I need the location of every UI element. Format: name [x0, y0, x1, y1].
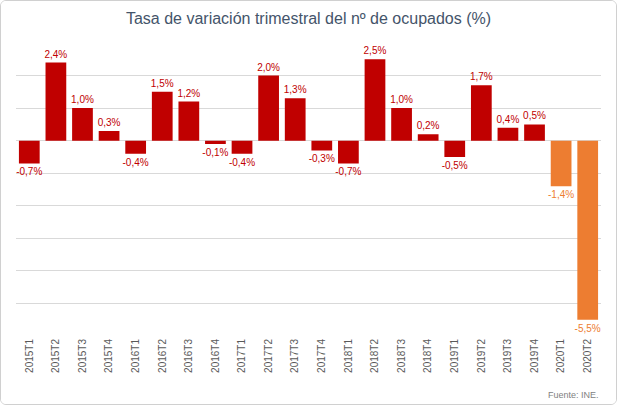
svg-text:2015T4: 2015T4: [103, 339, 114, 373]
svg-text:0,2%: 0,2%: [417, 120, 440, 131]
svg-text:1,0%: 1,0%: [71, 94, 94, 105]
svg-text:2019T4: 2019T4: [529, 339, 540, 373]
svg-text:2,4%: 2,4%: [44, 49, 67, 60]
svg-text:-0,7%: -0,7%: [335, 166, 361, 177]
svg-text:2019T2: 2019T2: [476, 339, 487, 373]
svg-text:2018T3: 2018T3: [396, 339, 407, 373]
svg-text:1,0%: 1,0%: [390, 94, 413, 105]
svg-text:1,2%: 1,2%: [177, 88, 200, 99]
svg-text:2017T1: 2017T1: [236, 339, 247, 373]
svg-text:1,5%: 1,5%: [151, 78, 174, 89]
svg-text:2018T4: 2018T4: [422, 339, 433, 373]
svg-text:2016T3: 2016T3: [183, 339, 194, 373]
svg-text:2016T2: 2016T2: [157, 339, 168, 373]
svg-text:0,5%: 0,5%: [523, 110, 546, 121]
svg-text:-0,7%: -0,7%: [16, 166, 42, 177]
svg-text:-0,4%: -0,4%: [123, 157, 149, 168]
svg-text:-0,5%: -0,5%: [442, 160, 468, 171]
svg-text:2017T4: 2017T4: [316, 339, 327, 373]
svg-text:-0,4%: -0,4%: [229, 157, 255, 168]
svg-text:1,3%: 1,3%: [284, 84, 307, 95]
svg-text:2017T2: 2017T2: [263, 339, 274, 373]
svg-text:2,5%: 2,5%: [364, 45, 387, 56]
svg-text:2019T1: 2019T1: [449, 339, 460, 373]
svg-text:2015T3: 2015T3: [77, 339, 88, 373]
svg-text:0,3%: 0,3%: [98, 117, 121, 128]
svg-text:2019T3: 2019T3: [502, 339, 513, 373]
svg-text:0,4%: 0,4%: [496, 114, 519, 125]
svg-text:Fuente: INE.: Fuente: INE.: [548, 390, 599, 400]
svg-text:2018T2: 2018T2: [369, 339, 380, 373]
svg-text:-5,5%: -5,5%: [575, 323, 601, 334]
svg-text:1,7%: 1,7%: [470, 71, 493, 82]
svg-text:2015T1: 2015T1: [24, 339, 35, 373]
svg-text:2016T1: 2016T1: [130, 339, 141, 373]
svg-text:2016T4: 2016T4: [210, 339, 221, 373]
svg-text:2017T3: 2017T3: [289, 339, 300, 373]
svg-text:2,0%: 2,0%: [257, 62, 280, 73]
svg-text:-1,4%: -1,4%: [548, 189, 574, 200]
svg-text:2015T2: 2015T2: [50, 339, 61, 373]
svg-text:Tasa de variación trimestral d: Tasa de variación trimestral del nº de o…: [126, 10, 491, 27]
svg-text:-0,1%: -0,1%: [202, 147, 228, 158]
svg-text:2020T2: 2020T2: [582, 339, 593, 373]
svg-text:2018T1: 2018T1: [343, 339, 354, 373]
svg-text:2020T1: 2020T1: [555, 339, 566, 373]
svg-text:-0,3%: -0,3%: [309, 153, 335, 164]
